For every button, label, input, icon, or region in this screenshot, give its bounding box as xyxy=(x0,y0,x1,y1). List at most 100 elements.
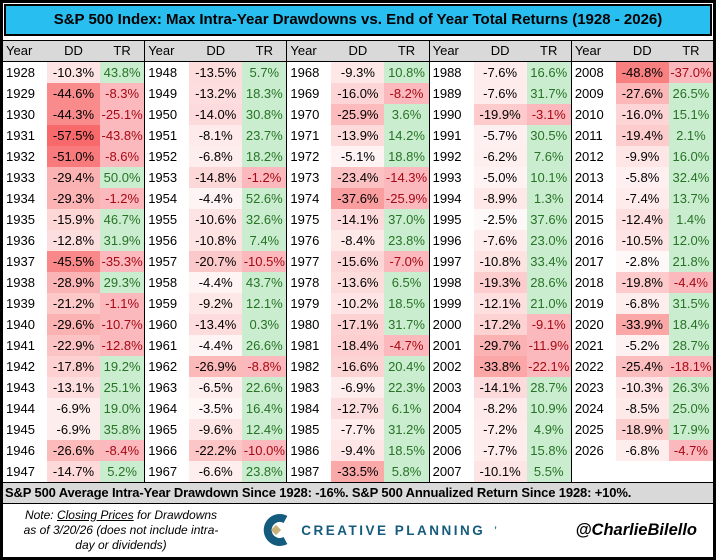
footnote-prefix: Note: xyxy=(24,507,57,522)
year-column-group: Year DD TR 2008 -48.8% -37.0% 2009 -27.6% 26.5% 2… xyxy=(570,41,713,482)
year-cell: 1970 xyxy=(290,107,320,122)
year-cell: 1986 xyxy=(290,443,320,458)
drawdown-cell: -44.6% xyxy=(47,83,100,104)
table-row: 1976 -8.4% 23.8% xyxy=(287,230,429,251)
table-row: 2007 -10.1% 5.5% xyxy=(430,461,571,482)
total-return-cell: -4.4% xyxy=(668,272,713,293)
year-cell: 2015 xyxy=(574,212,604,227)
page-title: S&P 500 Index: Max Intra-Year Drawdowns … xyxy=(4,4,712,36)
table-row: 1995 -2.5% 37.6% xyxy=(430,209,571,230)
table-row: 1961 -4.4% 26.6% xyxy=(145,335,287,356)
year-cell: 1968 xyxy=(290,65,320,80)
table-row: 1989 -7.6% 31.7% xyxy=(430,83,571,104)
table-row: 1973 -23.4% -14.3% xyxy=(287,167,429,188)
year-cell: 1957 xyxy=(148,254,178,269)
year-cell: 1958 xyxy=(148,275,178,290)
table-row: 1988 -7.6% 16.6% xyxy=(430,62,571,83)
drawdown-cell: -8.1% xyxy=(189,125,243,146)
table-row: 1935 -15.9% 46.7% xyxy=(3,209,145,230)
table-row: 2011 -19.4% 2.1% xyxy=(572,125,713,146)
year-cell: 2016 xyxy=(574,233,604,248)
drawdown-cell: -12.8% xyxy=(47,230,100,251)
drawdown-cell: -5.0% xyxy=(473,167,527,188)
total-return-cell: -3.1% xyxy=(526,104,571,125)
drawdown-cell: -16.0% xyxy=(615,104,669,125)
drawdown-cell: -9.6% xyxy=(189,419,243,440)
author-handle: @CharlieBilello xyxy=(575,520,697,539)
year-cell: 1996 xyxy=(432,233,462,248)
year-cell: 1971 xyxy=(290,128,320,143)
year-cell: 1948 xyxy=(148,65,178,80)
total-return-cell: 2.1% xyxy=(668,125,713,146)
total-return-cell: 31.9% xyxy=(100,230,145,251)
table-row: 1979 -10.2% 18.5% xyxy=(287,293,429,314)
year-cell: 2006 xyxy=(432,443,462,458)
drawdown-cell: -9.3% xyxy=(331,62,385,83)
table-row: 1938 -28.9% 29.3% xyxy=(3,272,145,293)
year-cell: 1963 xyxy=(148,380,178,395)
year-cell: 1929 xyxy=(6,86,35,101)
total-return-cell xyxy=(669,461,713,482)
drawdown-cell: -33.5% xyxy=(331,461,385,482)
column-header-year: Year xyxy=(145,41,190,61)
column-header-tr: TR xyxy=(242,41,287,61)
year-cell: 1953 xyxy=(148,170,178,185)
total-return-cell: 33.4% xyxy=(526,251,571,272)
total-return-cell: 10.8% xyxy=(384,62,429,83)
table-row: 2008 -48.8% -37.0% xyxy=(572,62,713,83)
year-cell: 1976 xyxy=(290,233,320,248)
year-cell: 2024 xyxy=(574,401,604,416)
year-cell: 1939 xyxy=(6,296,35,311)
total-return-cell: -1.2% xyxy=(242,167,287,188)
total-return-cell: 28.7% xyxy=(526,377,571,398)
drawdown-cell: -17.2% xyxy=(473,314,527,335)
drawdown-cell: -5.8% xyxy=(615,167,669,188)
table-row: 1937 -45.5% -35.3% xyxy=(3,251,145,272)
drawdown-cell: -6.8% xyxy=(615,293,669,314)
year-cell: 1940 xyxy=(6,317,35,332)
total-return-cell: -25.1% xyxy=(100,104,145,125)
year-cell: 1943 xyxy=(6,380,35,395)
total-return-cell: 50.0% xyxy=(100,167,145,188)
year-cell: 1981 xyxy=(290,338,320,353)
table-row: 1947 -14.7% 5.2% xyxy=(3,461,145,482)
year-cell: 1954 xyxy=(148,191,178,206)
year-cell: 1977 xyxy=(290,254,320,269)
total-return-cell: 22.6% xyxy=(242,377,287,398)
year-cell: 1960 xyxy=(148,317,178,332)
table-row: 1931 -57.5% -43.8% xyxy=(3,125,145,146)
drawdown-cell: -10.8% xyxy=(189,230,243,251)
drawdown-cell: -9.4% xyxy=(331,440,385,461)
drawdown-cell: -3.5% xyxy=(189,398,243,419)
drawdown-returns-table: Year DD TR 1928 -10.3% 43.8% 1929 -44.6% -8.3% 19… xyxy=(3,40,713,483)
table-row: 1992 -6.2% 7.6% xyxy=(430,146,571,167)
drawdown-cell: -14.0% xyxy=(189,104,243,125)
table-row: 2026 -6.8% -4.7% xyxy=(572,440,713,461)
year-cell: 1946 xyxy=(6,443,35,458)
year-cell: 1944 xyxy=(6,401,35,416)
table-row: 2006 -7.7% 15.8% xyxy=(430,440,571,461)
year-cell: 1999 xyxy=(432,296,462,311)
table-row: 1929 -44.6% -8.3% xyxy=(3,83,145,104)
footnote-line1-rest: for Drawdowns xyxy=(133,507,218,522)
total-return-cell: -14.3% xyxy=(384,167,429,188)
year-cell: 1995 xyxy=(432,212,462,227)
drawdown-cell: -7.4% xyxy=(615,188,669,209)
total-return-cell: 1.4% xyxy=(668,209,713,230)
total-return-cell: 31.2% xyxy=(384,419,429,440)
year-cell: 1997 xyxy=(432,254,462,269)
year-cell: 1978 xyxy=(290,275,320,290)
total-return-cell: 18.5% xyxy=(384,293,429,314)
table-row: 2013 -5.8% 32.4% xyxy=(572,167,713,188)
year-cell: 2009 xyxy=(574,86,604,101)
year-cell: 2002 xyxy=(432,359,462,374)
year-cell: 1930 xyxy=(6,107,35,122)
table-row: 1987 -33.5% 5.8% xyxy=(287,461,429,482)
total-return-cell: 20.4% xyxy=(384,356,429,377)
column-header-year: Year xyxy=(287,41,332,61)
table-row: 1981 -18.4% -4.7% xyxy=(287,335,429,356)
total-return-cell: -8.8% xyxy=(242,356,287,377)
table-row: 1971 -13.9% 14.2% xyxy=(287,125,429,146)
total-return-cell: 35.8% xyxy=(100,419,145,440)
